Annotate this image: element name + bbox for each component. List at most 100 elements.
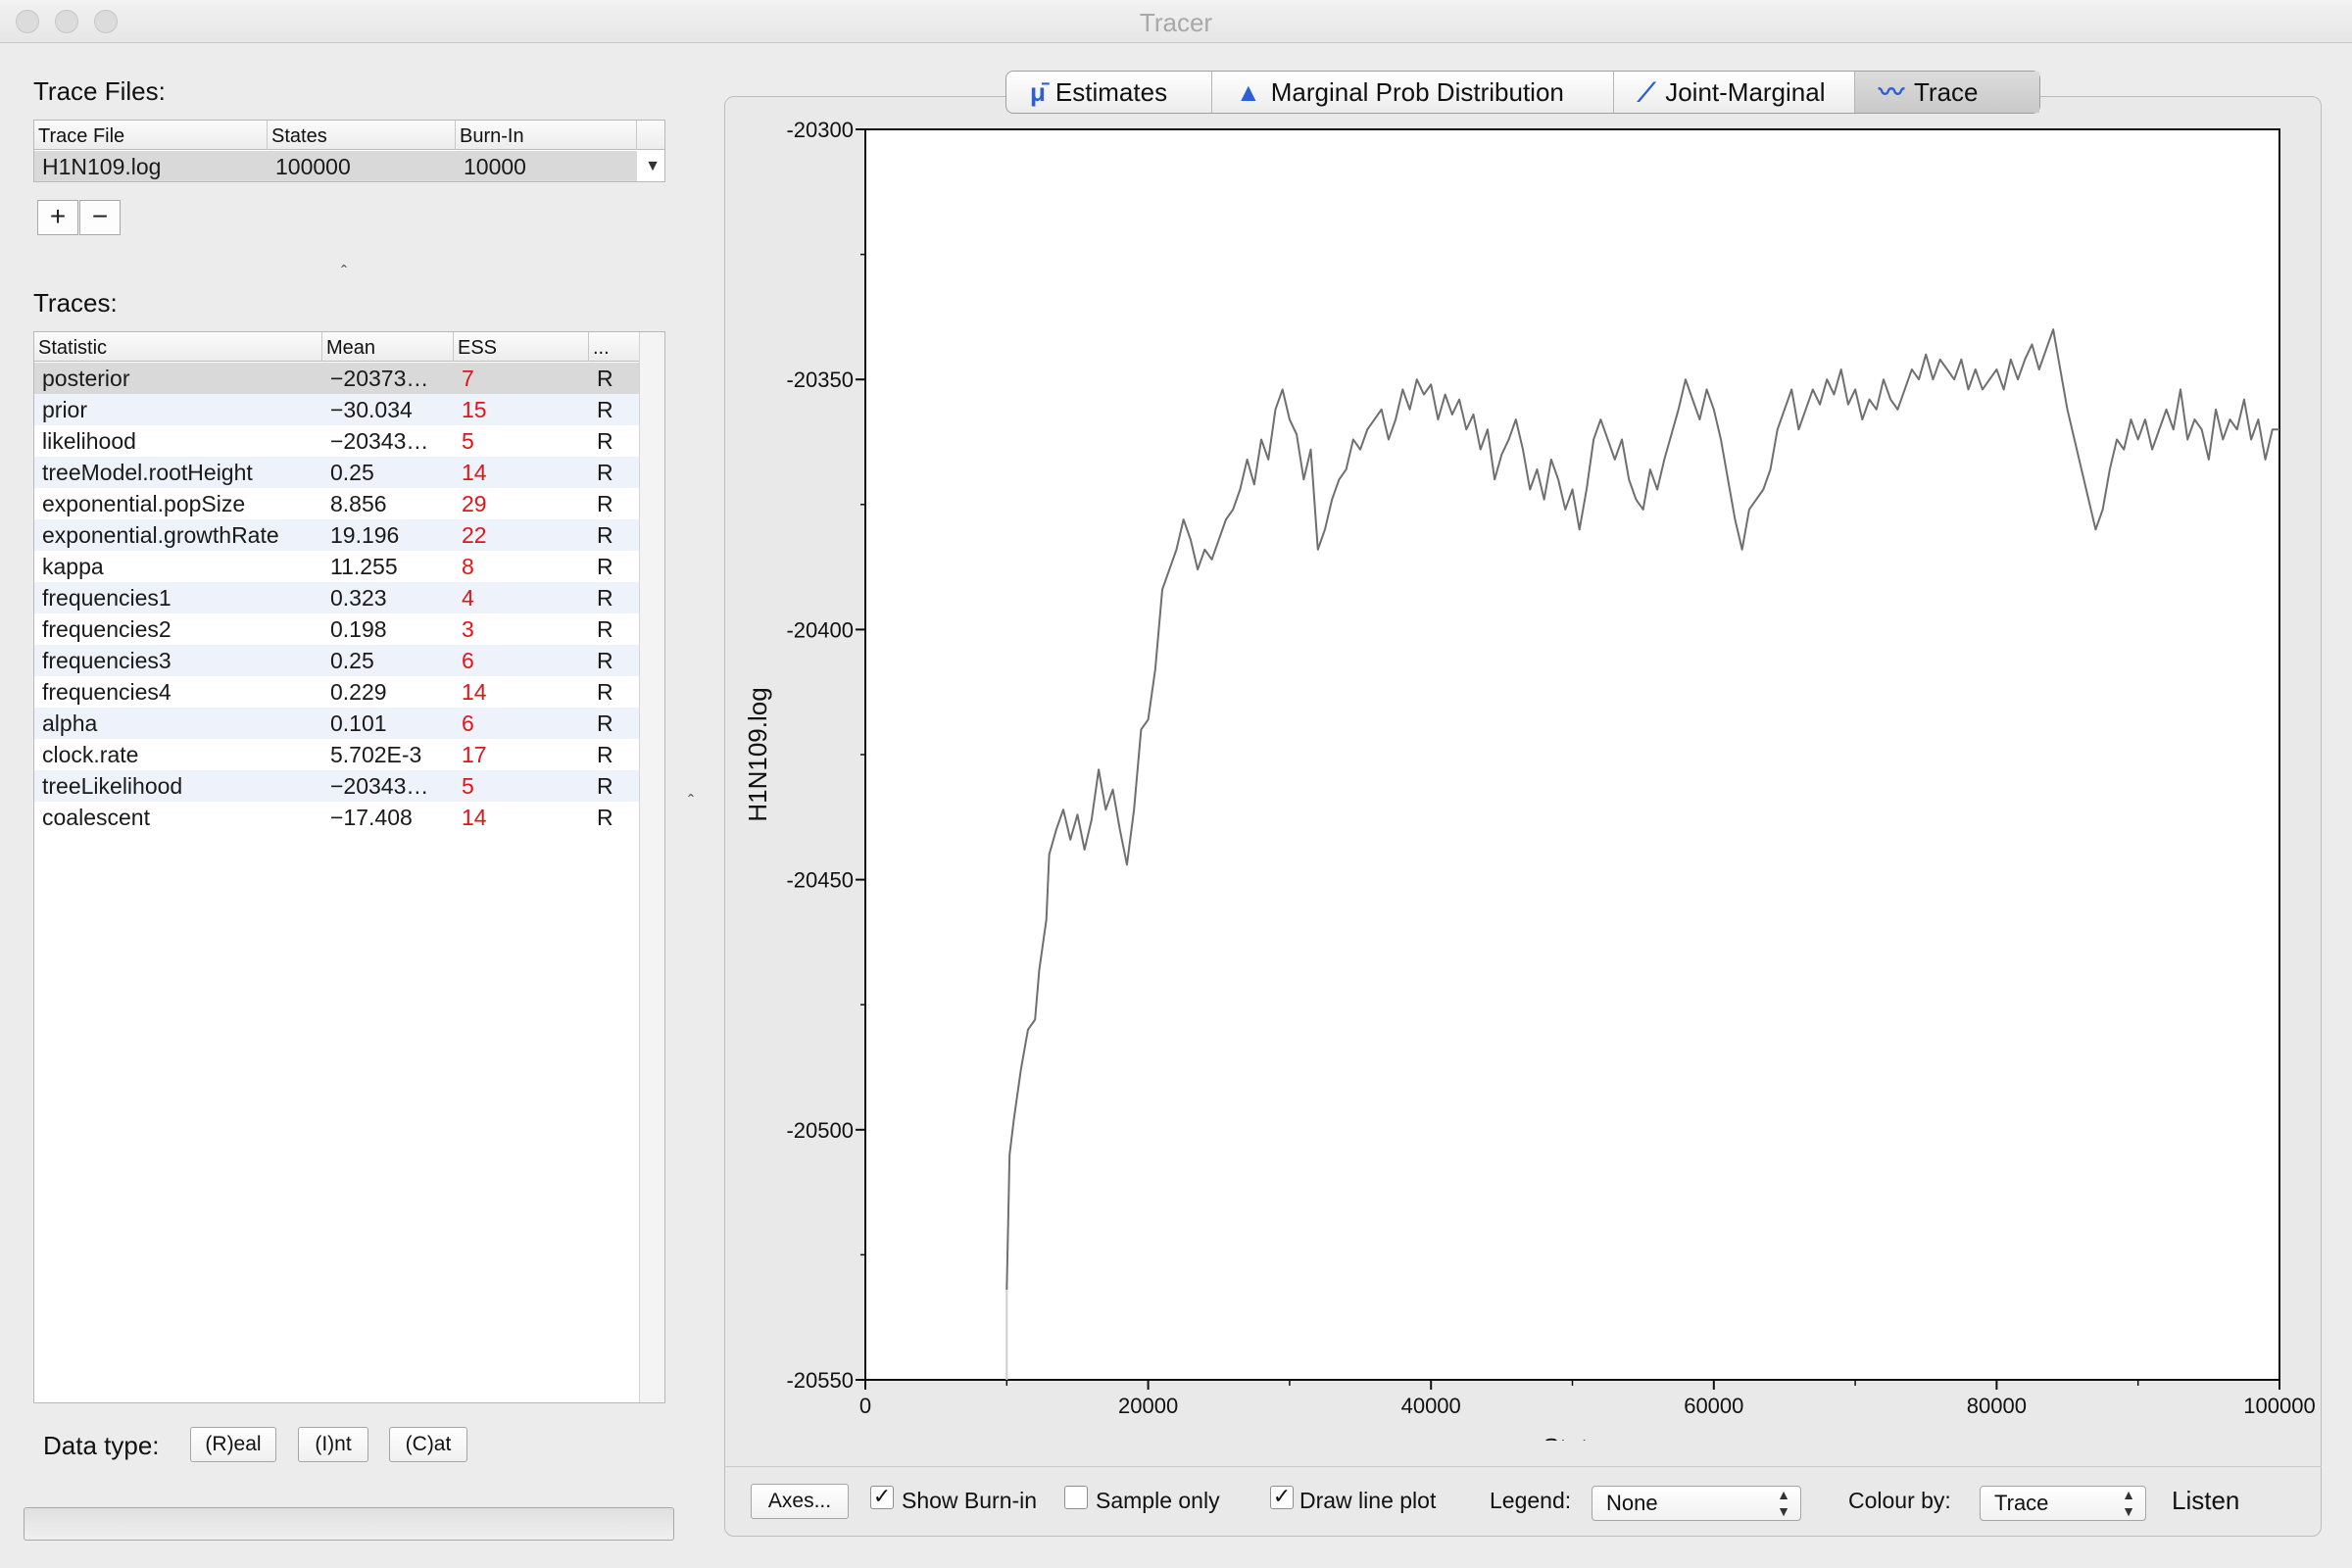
sample-only-checkbox[interactable] [1064,1486,1088,1509]
trace-ess: 5 [462,428,474,454]
trace-type: R [597,805,613,830]
zoom-window-button[interactable] [94,10,118,33]
trace-row[interactable]: alpha 0.101 6 R [34,708,642,739]
y-tick-label: -20550 [786,1368,854,1393]
axes-button[interactable]: Axes... [751,1484,849,1519]
listen-label[interactable]: Listen [2172,1486,2240,1515]
x-tick-label: 100000 [2243,1394,2315,1418]
minimize-window-button[interactable] [55,10,78,33]
trace-type: R [597,366,613,391]
trace-ess: 8 [462,554,474,579]
trace-type: R [597,554,613,579]
show-burnin-label: Show Burn-in [902,1488,1038,1513]
col-burn-in[interactable]: Burn-In [456,121,637,150]
trace-row[interactable]: clock.rate 5.702E-3 17 R [34,739,642,770]
trace-type: R [597,648,613,673]
trace-ess: 15 [462,397,487,422]
trace-row[interactable]: treeLikelihood −20343… 5 R [34,770,642,802]
trace-file-name: H1N109.log [42,154,162,179]
trace-statistic: clock.rate [42,742,139,767]
x-axis: 0 20000 40000 60000 80000 100000 [859,1380,2316,1418]
data-type-int-button[interactable]: (I)nt [298,1427,368,1462]
trace-row[interactable]: likelihood −20343… 5 R [34,425,642,457]
y-tick-label: -20350 [786,368,854,392]
tab-estimates[interactable]: μ̄ Estimates [1006,72,1212,113]
updown-arrows-icon: ▲ ▼ [2122,1487,2135,1519]
data-type-real-button[interactable]: (R)eal [190,1427,276,1462]
trace-row[interactable]: frequencies3 0.25 6 R [34,645,642,676]
trace-mean: 0.198 [330,616,387,642]
title-bar: Tracer [0,0,2352,43]
plot-area [864,128,2280,1381]
show-burnin-checkbox[interactable]: ✓ [870,1486,894,1509]
trace-ess: 29 [462,491,487,516]
add-trace-file-button[interactable]: + [37,200,78,235]
trace-row[interactable]: treeModel.rootHeight 0.25 14 R [34,457,642,488]
trace-mean: 19.196 [330,522,400,548]
trace-statistic: frequencies2 [42,616,172,642]
trace-row[interactable]: prior −30.034 15 R [34,394,642,425]
trace-mean: 0.229 [330,679,387,705]
col-ess[interactable]: ESS [454,332,589,362]
trace-statistic: exponential.growthRate [42,522,279,548]
sample-only-label: Sample only [1096,1488,1220,1513]
trace-statistic: treeModel.rootHeight [42,460,253,485]
trace-type: R [597,397,613,422]
trace-chart: -20300 -20350 -20400 -20450 -20500 -20550 0 20… [743,118,2316,1441]
trace-type: R [597,460,613,485]
trace-row[interactable]: frequencies4 0.229 14 R [34,676,642,708]
trace-mean: −30.034 [330,397,413,422]
trace-ess: 5 [462,773,474,799]
traces-scrollbar[interactable] [639,332,664,1402]
data-type-cat-button[interactable]: (C)at [389,1427,467,1462]
trace-row[interactable]: exponential.popSize 8.856 29 R [34,488,642,519]
trace-statistic: posterior [42,366,130,391]
trace-type: R [597,491,613,516]
trace-file-row[interactable]: H1N109.log 100000 10000 [34,151,637,181]
trace-type: R [597,585,613,611]
tab-joint-marginal[interactable]: ⟋ Joint-Marginal [1614,72,1855,113]
split-handle-icon[interactable]: ˆ [688,792,694,811]
y-tick-label: -20500 [786,1118,854,1143]
trace-ess: 6 [462,648,474,673]
trace-ess: 3 [462,616,474,642]
trace-mean: −20343… [330,773,429,799]
tab-label: Estimates [1054,77,1168,107]
colour-by-select[interactable]: Trace ▲ ▼ [1980,1486,2146,1521]
draw-line-plot-checkbox[interactable]: ✓ [1270,1486,1294,1509]
trace-row[interactable]: frequencies1 0.323 4 R [34,582,642,613]
trace-file-burnin[interactable]: 10000 [464,154,526,179]
split-handle-icon[interactable]: ˆ [341,263,347,282]
series-layer [1005,328,2279,1380]
trace-mean: 0.25 [330,648,374,673]
trace-row[interactable]: coalescent −17.408 14 R [34,802,642,833]
trace-statistic: frequencies1 [42,585,172,611]
remove-trace-file-button[interactable]: − [79,200,121,235]
legend-select[interactable]: None ▲ ▼ [1592,1486,1801,1521]
trace-mean: −20343… [330,428,429,454]
trace-ess: 4 [462,585,474,611]
trace-mean: 0.25 [330,460,374,485]
col-statistic[interactable]: Statistic [34,332,322,362]
trace-row[interactable]: frequencies2 0.198 3 R [34,613,642,645]
x-axis-label: State [1543,1433,1602,1441]
close-window-button[interactable] [16,10,39,33]
trace-type: R [597,710,613,736]
tab-marginal-prob-distribution[interactable]: ▲ Marginal Prob Distribution [1212,72,1614,113]
traces-header: Statistic Mean ESS ... [34,332,642,362]
tab-trace[interactable]: 〰 Trace [1855,72,2039,113]
trace-mean: 8.856 [330,491,387,516]
chevron-down-icon[interactable]: ▼ [645,158,661,174]
col-states[interactable]: States [268,121,456,150]
x-tick-label: 20000 [1118,1394,1178,1418]
trace-ess: 14 [462,679,487,705]
trace-row[interactable]: kappa 11.255 8 R [34,551,642,582]
trace-ess: 17 [462,742,487,767]
y-tick-label: -20450 [786,868,854,893]
trace-row[interactable]: posterior −20373… 7 R [34,363,642,394]
col-more[interactable]: ... [589,332,642,362]
col-mean[interactable]: Mean [322,332,454,362]
col-trace-file[interactable]: Trace File [34,121,268,150]
trace-row[interactable]: exponential.growthRate 19.196 22 R [34,519,642,551]
legend-label: Legend: [1490,1488,1572,1513]
